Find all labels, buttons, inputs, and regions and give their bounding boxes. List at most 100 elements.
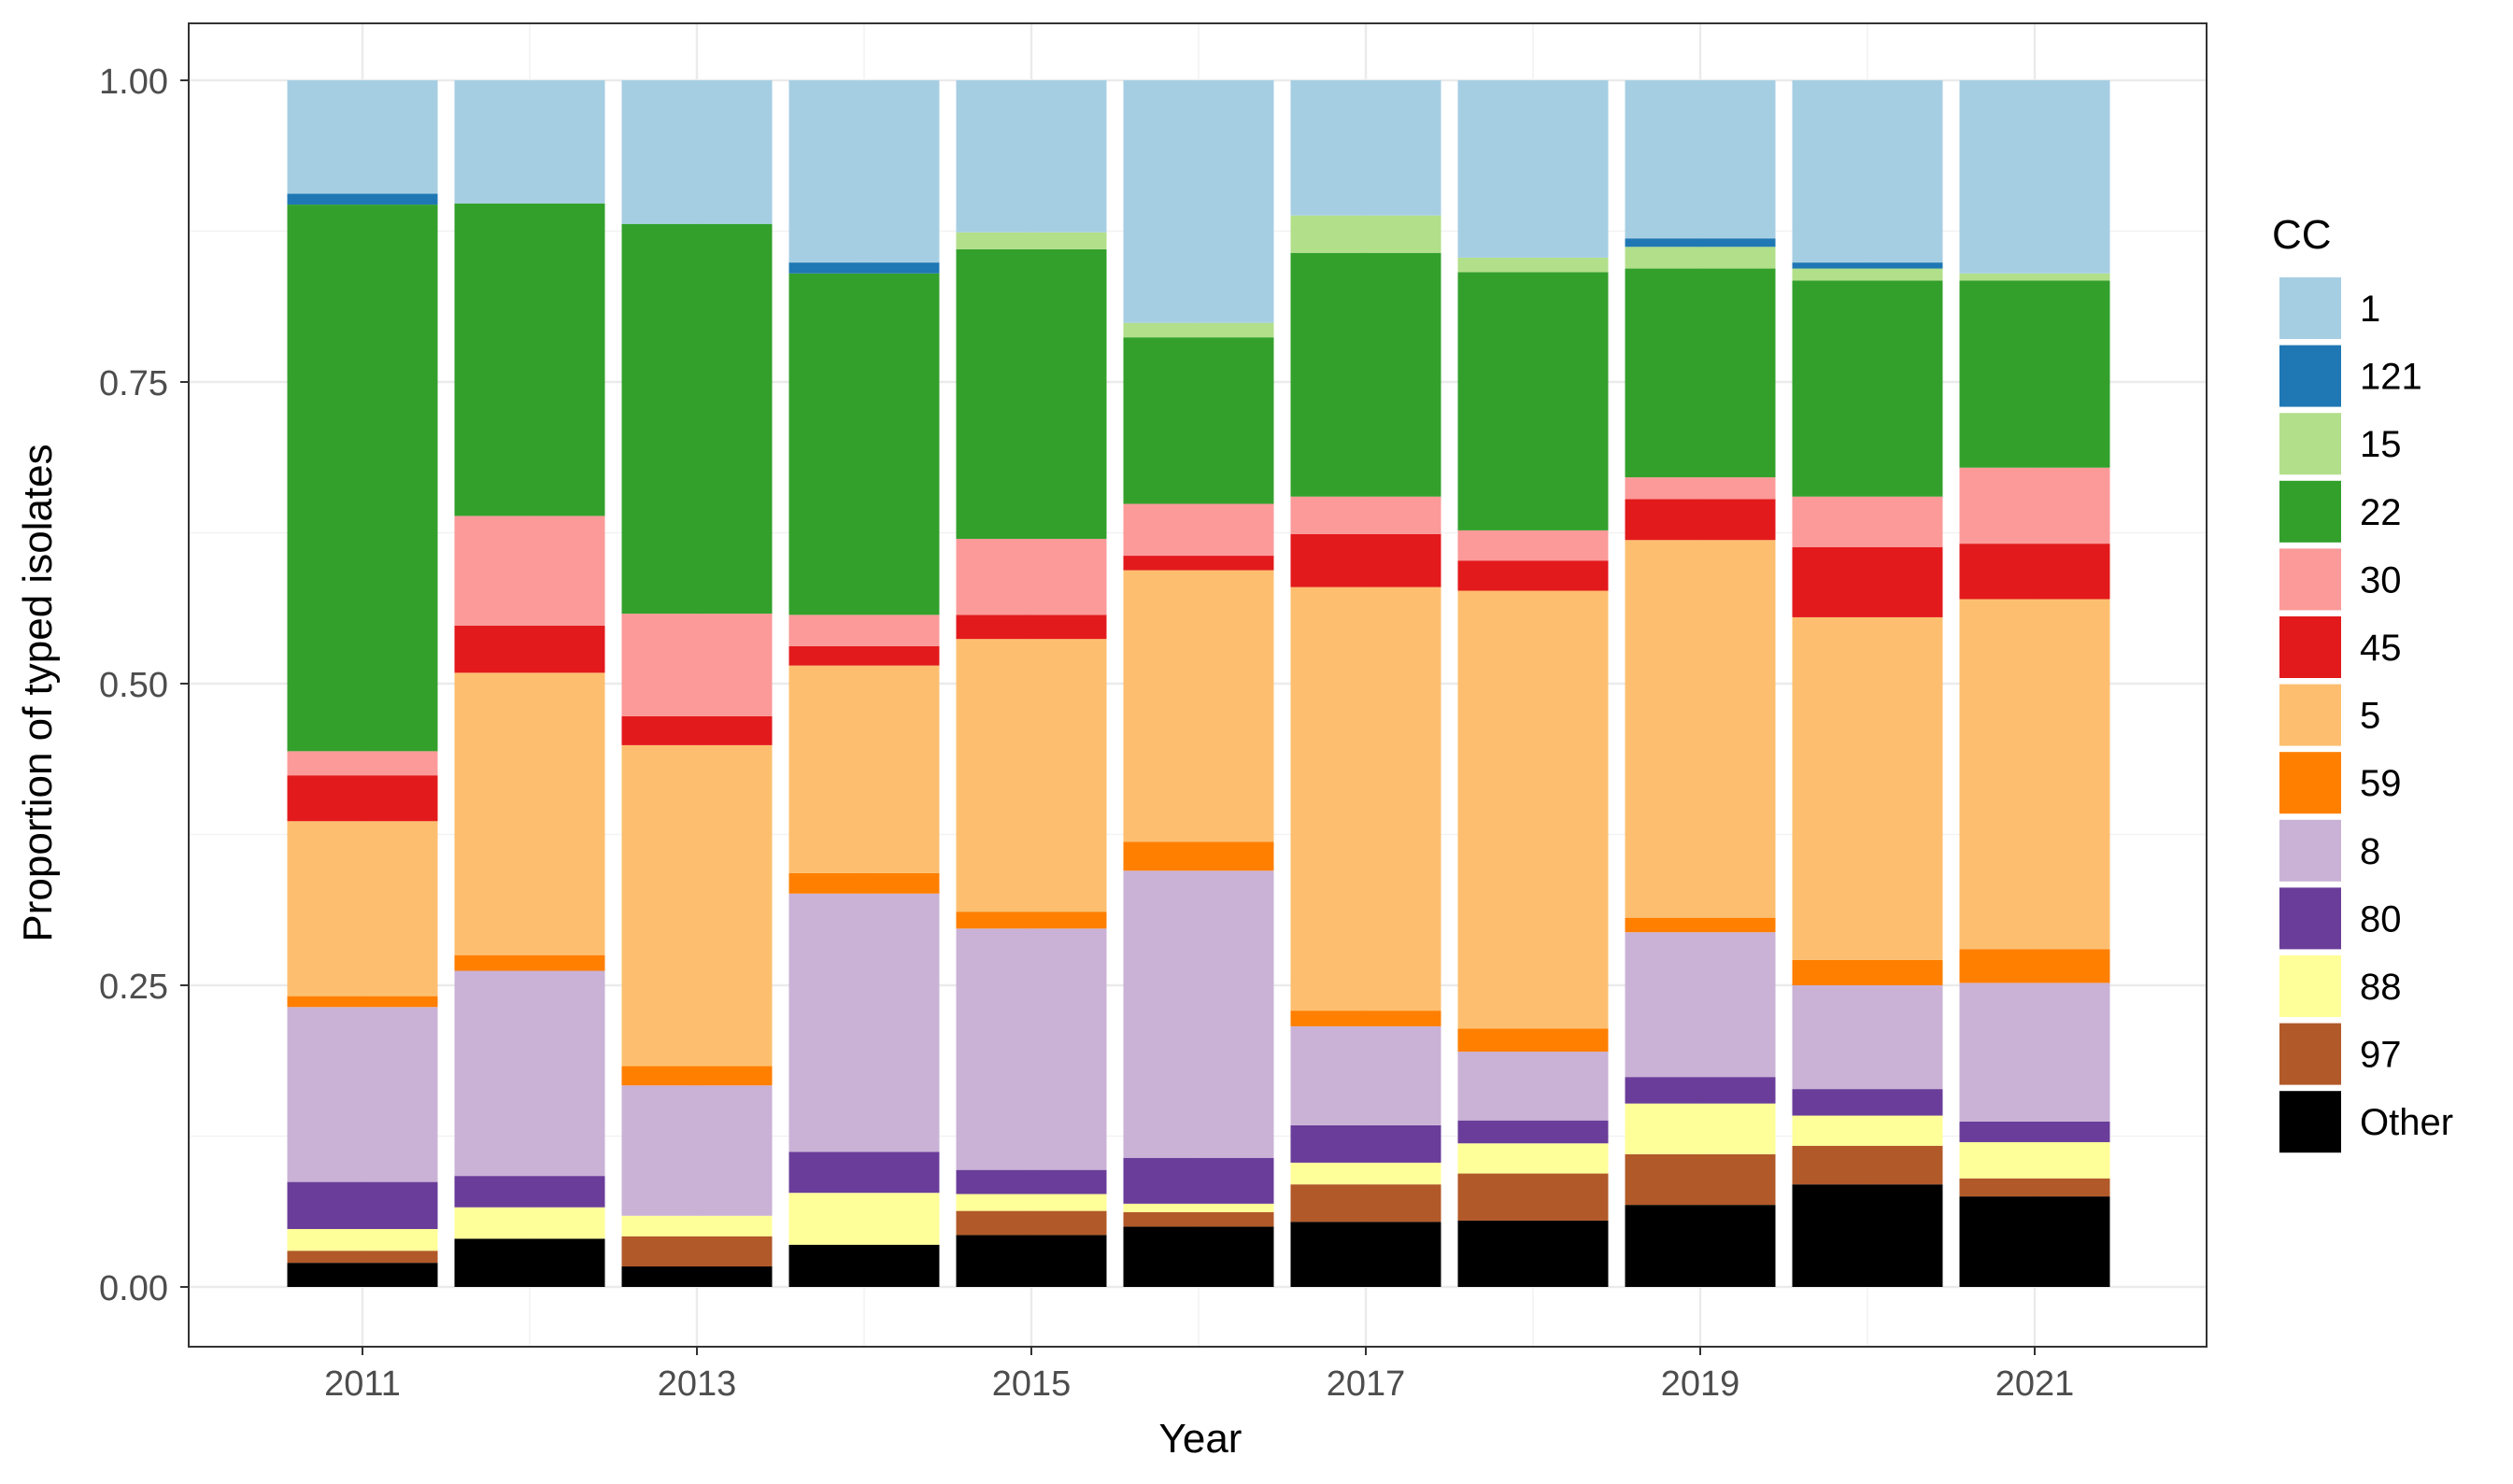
bar-segment	[788, 893, 940, 1152]
y-axis: 0.00 0.25 0.50 0.75 1.00	[99, 63, 189, 1308]
bar-segment	[1290, 1011, 1441, 1026]
x-tick-label: 2013	[658, 1364, 737, 1404]
bar-segment	[788, 645, 940, 666]
bar-segment	[1290, 252, 1441, 497]
bar-segment	[454, 625, 605, 673]
y-tick-label: 0.75	[99, 364, 168, 403]
bar-segment	[1123, 337, 1274, 504]
bar-segment	[788, 665, 940, 873]
bar-segment	[287, 80, 438, 194]
bar-segment	[1457, 1052, 1609, 1121]
bar-segment	[621, 715, 773, 745]
bar-segment	[1457, 1120, 1609, 1144]
legend-label: 59	[2360, 763, 2402, 804]
bar-segment	[1959, 280, 2110, 468]
bar-segment	[1290, 1124, 1441, 1163]
bar-segment	[1959, 1196, 2110, 1287]
bar-segment	[287, 1251, 438, 1264]
legend-label: 8	[2360, 831, 2380, 872]
legend-swatch	[2279, 819, 2341, 882]
legend-swatch	[2279, 955, 2341, 1017]
bar-segment	[1457, 1143, 1609, 1174]
bar-segment	[621, 1266, 773, 1287]
legend-label: 22	[2360, 492, 2402, 533]
bar-segment	[287, 1181, 438, 1229]
x-axis: 2011 2013 2015 2017 2019 2021	[324, 1347, 2074, 1404]
bar-segment	[1959, 467, 2110, 544]
bar-segment	[1123, 1226, 1274, 1287]
bar-segment	[1792, 985, 1943, 1090]
bar-segment	[1290, 1222, 1441, 1287]
y-tick-label: 0.50	[99, 666, 168, 705]
legend-label: 30	[2360, 559, 2402, 601]
bar-segment	[1959, 1121, 2110, 1142]
bar-segment	[1959, 80, 2110, 274]
x-tick-label: 2019	[1661, 1364, 1740, 1404]
bar-segment	[621, 1236, 773, 1267]
bar-segment	[1792, 1145, 1943, 1185]
legend-title: CC	[2272, 212, 2332, 258]
bar-segment	[1290, 496, 1441, 534]
bar-segment	[1123, 1203, 1274, 1212]
bar-segment	[1959, 273, 2110, 281]
bar-segment	[956, 248, 1107, 539]
bar-segment	[454, 672, 605, 955]
bar-segment	[1457, 1173, 1609, 1221]
bar-segment	[1959, 982, 2110, 1122]
bar-segment	[1457, 257, 1609, 273]
bar-segment	[454, 1176, 605, 1208]
bar-segment	[788, 1193, 940, 1245]
legend-label: 97	[2360, 1035, 2402, 1076]
x-tick-label: 2021	[1995, 1364, 2075, 1404]
bar-segment	[1625, 1205, 1776, 1287]
bar-segment	[1959, 544, 2110, 600]
bar-segment	[287, 1263, 438, 1287]
bar-segment	[1457, 272, 1609, 530]
legend-swatch	[2279, 480, 2341, 543]
bar-segment	[1123, 570, 1274, 842]
y-tick-label: 0.25	[99, 968, 168, 1007]
x-tick-label: 2015	[992, 1364, 1072, 1404]
bar-segment	[1290, 587, 1441, 1011]
bar-segment	[1290, 215, 1441, 253]
bar-segment	[956, 80, 1107, 233]
bar-segment	[956, 1169, 1107, 1194]
legend-swatch	[2279, 277, 2341, 339]
bar-segment	[1959, 1141, 2110, 1179]
legend-swatch	[2279, 616, 2341, 678]
bar-segment	[1457, 530, 1609, 561]
bar-segment	[1625, 268, 1776, 478]
plot-panel-border	[188, 22, 2208, 1348]
legend-label: Other	[2360, 1102, 2453, 1143]
bar-segment	[1792, 1089, 1943, 1116]
bar-segment	[788, 80, 940, 263]
bar-segment	[1625, 1153, 1776, 1206]
bar-segment	[956, 538, 1107, 615]
bar-segment	[1457, 1028, 1609, 1053]
bar-segment	[1457, 560, 1609, 591]
bar-segment	[788, 615, 940, 646]
bar-segment	[1625, 238, 1776, 247]
bar-segment	[788, 872, 940, 894]
bar-segment	[621, 1085, 773, 1216]
bar-segment	[1625, 477, 1776, 500]
legend-swatch	[2279, 887, 2341, 950]
bar-segment	[287, 1228, 438, 1251]
legend-swatch	[2279, 1091, 2341, 1153]
legend-swatch	[2279, 413, 2341, 475]
bar-segment	[1290, 1162, 1441, 1185]
bar-segment	[1290, 1025, 1441, 1125]
bar-segment	[454, 516, 605, 626]
bar-segment	[1625, 932, 1776, 1078]
bar-segment	[956, 1235, 1107, 1287]
x-tick-label: 2011	[324, 1364, 401, 1404]
bar-segment	[1959, 599, 2110, 950]
bar-segment	[287, 1007, 438, 1182]
bar-segment	[1625, 247, 1776, 269]
bar-segment	[1290, 1184, 1441, 1223]
bar-segment	[1457, 590, 1609, 1029]
bar-segment	[621, 614, 773, 716]
bar-segment	[1625, 917, 1776, 933]
bar-segment	[788, 1152, 940, 1194]
